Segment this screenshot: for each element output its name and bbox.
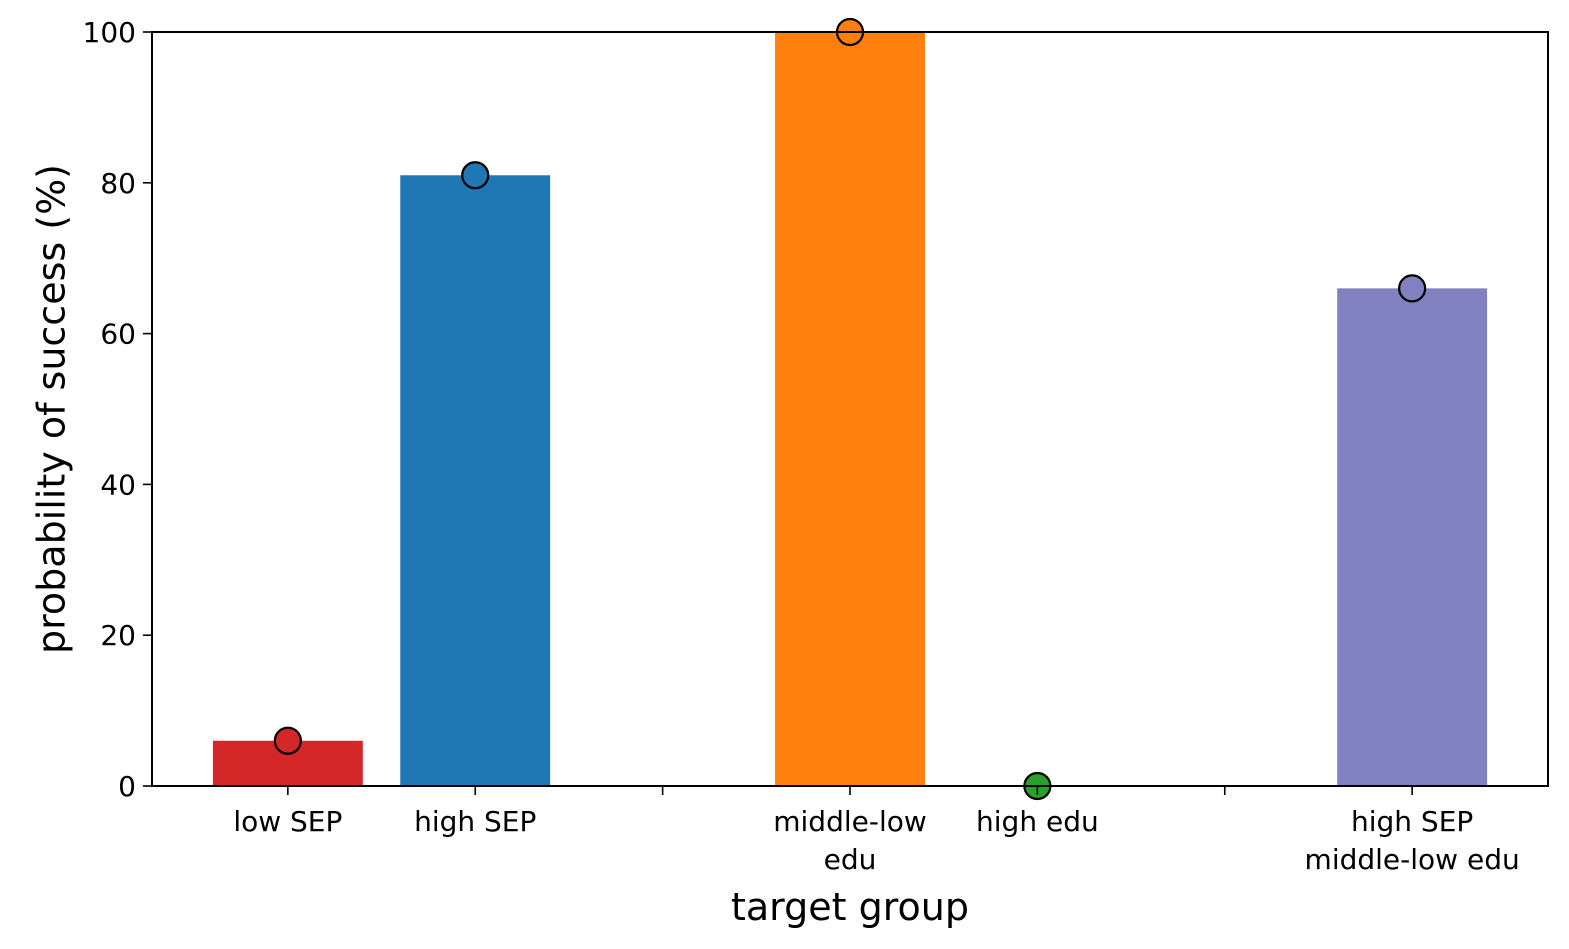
y-axis: 0 20 40 60 80 100 xyxy=(83,16,152,803)
bar xyxy=(1337,288,1488,786)
data-point-marker xyxy=(1398,274,1427,303)
x-axis: low SEP high SEP middle-low edu high edu high… xyxy=(233,786,1520,876)
x-axis-label: target group xyxy=(731,885,969,929)
y-axis-label: probability of success (%) xyxy=(30,164,74,654)
x-tick-label: low SEP xyxy=(233,805,342,838)
y-tick-label: 60 xyxy=(100,318,136,351)
y-tick-label: 40 xyxy=(100,468,136,501)
x-tick-label: high edu xyxy=(976,805,1099,838)
bar xyxy=(775,32,925,786)
y-tick-label: 0 xyxy=(118,770,136,803)
x-tick-label: middle-low edu xyxy=(773,805,927,876)
bars-layer xyxy=(212,32,1488,786)
x-tick-label: high SEP xyxy=(414,805,536,838)
y-tick-label: 100 xyxy=(83,16,136,49)
data-point-marker xyxy=(461,161,490,190)
y-tick-label: 80 xyxy=(100,167,136,200)
data-point-marker xyxy=(273,726,302,755)
x-tick-label: high SEP middle-low edu xyxy=(1305,805,1520,876)
y-tick-label: 20 xyxy=(100,619,136,652)
bar xyxy=(400,175,551,786)
